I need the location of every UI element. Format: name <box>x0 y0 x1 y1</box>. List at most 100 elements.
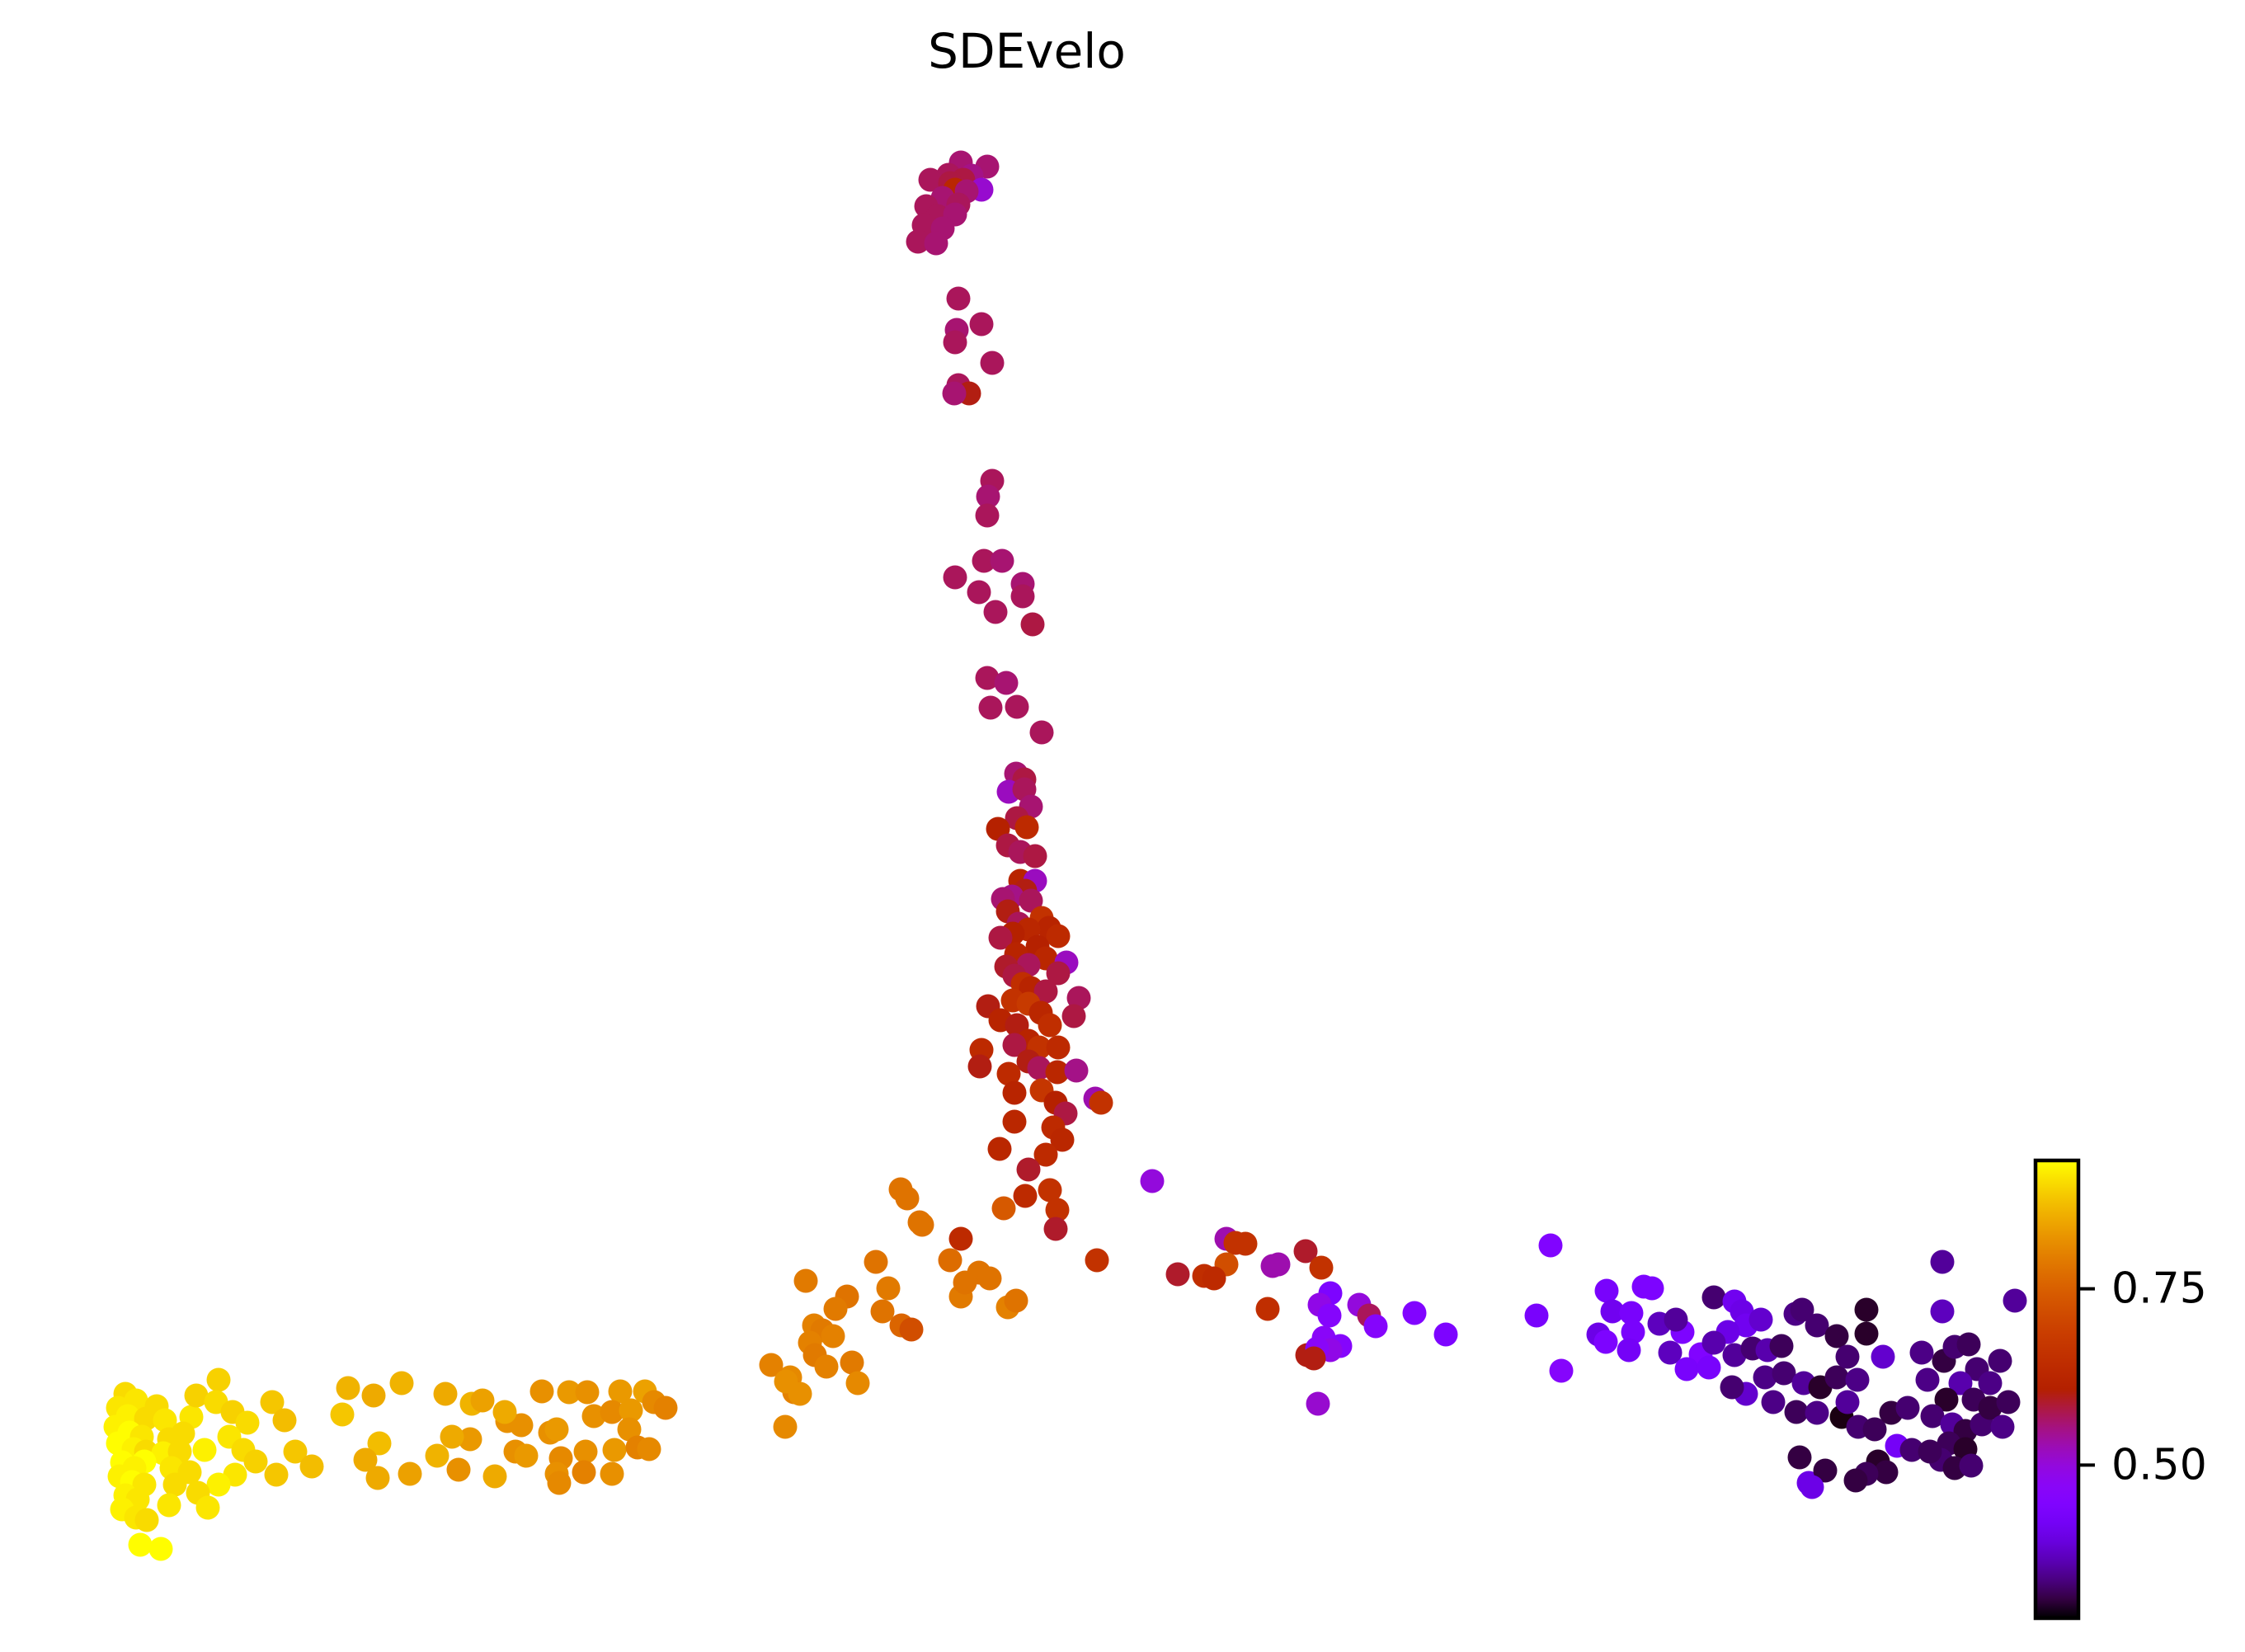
data-point <box>1621 1320 1645 1344</box>
data-point <box>1309 1255 1334 1280</box>
data-point <box>1293 1239 1318 1264</box>
scatter-points <box>103 150 2027 1561</box>
data-point <box>1895 1395 1920 1420</box>
data-point <box>1363 1314 1388 1339</box>
data-point <box>134 1406 158 1431</box>
data-point <box>1002 1109 1027 1134</box>
data-point <box>1701 1285 1726 1310</box>
data-point <box>977 1266 1002 1291</box>
data-point <box>1140 1169 1165 1193</box>
data-point <box>206 1367 231 1392</box>
data-point <box>969 312 994 337</box>
data-point <box>899 1317 924 1342</box>
data-point <box>1593 1330 1618 1354</box>
data-point <box>206 1472 231 1497</box>
data-point <box>988 925 1013 950</box>
data-point <box>1787 1445 1812 1470</box>
data-point <box>1845 1367 1870 1392</box>
data-point <box>1600 1299 1625 1324</box>
data-point <box>1930 1250 1955 1274</box>
data-point <box>184 1383 209 1408</box>
data-point <box>773 1414 798 1439</box>
data-point <box>440 1424 464 1449</box>
data-point <box>991 1196 1016 1221</box>
data-point <box>361 1383 386 1408</box>
data-point <box>1023 844 1047 868</box>
data-point <box>529 1379 554 1404</box>
data-point <box>1233 1231 1258 1256</box>
data-point <box>336 1376 360 1400</box>
chart-title: SDEvelo <box>928 23 1126 79</box>
data-point <box>1255 1297 1280 1321</box>
data-point <box>470 1388 495 1413</box>
data-point <box>192 1438 217 1462</box>
data-point <box>1433 1322 1458 1347</box>
colorbar-tick-label: 0.50 <box>2111 1440 2207 1490</box>
data-point <box>1761 1390 1786 1414</box>
data-point <box>1617 1338 1641 1363</box>
data-point <box>888 1177 913 1202</box>
data-point <box>1045 1198 1070 1222</box>
data-point <box>619 1398 643 1423</box>
data-point <box>157 1493 181 1518</box>
data-point <box>864 1250 888 1274</box>
data-point <box>1871 1344 1895 1369</box>
data-point <box>1930 1299 1955 1324</box>
data-point <box>1918 1439 1942 1464</box>
data-point <box>514 1443 539 1468</box>
data-point <box>1050 1127 1075 1152</box>
data-point <box>1002 1033 1027 1057</box>
data-point <box>1948 1371 1973 1395</box>
data-point <box>1813 1458 1838 1483</box>
data-point <box>1029 720 1054 745</box>
data-point <box>1013 1184 1038 1208</box>
data-point <box>446 1457 471 1482</box>
data-point <box>918 167 943 192</box>
data-point <box>177 1460 202 1485</box>
data-point <box>1934 1387 1959 1412</box>
data-point <box>367 1431 392 1456</box>
data-point <box>171 1421 195 1446</box>
data-point <box>1033 979 1058 1004</box>
data-point <box>492 1400 517 1424</box>
data-point <box>1915 1367 1940 1392</box>
data-point <box>1165 1262 1190 1287</box>
data-point <box>1046 961 1071 986</box>
data-point <box>547 1471 572 1495</box>
data-point <box>948 1226 973 1251</box>
data-point <box>653 1395 678 1420</box>
data-point <box>299 1454 324 1479</box>
data-point <box>1002 1080 1027 1105</box>
data-point <box>264 1462 289 1487</box>
data-point <box>1014 815 1039 840</box>
data-point <box>793 1268 818 1293</box>
data-point <box>1038 1013 1062 1038</box>
data-point <box>458 1427 482 1452</box>
data-point <box>1854 1297 1879 1322</box>
data-point <box>840 1350 864 1375</box>
data-point <box>983 600 1008 624</box>
data-point <box>953 1270 977 1295</box>
data-point <box>907 1210 932 1235</box>
data-point <box>942 381 967 406</box>
data-point <box>1753 1365 1777 1390</box>
data-point <box>967 1054 992 1079</box>
data-point <box>195 1495 220 1520</box>
colorbar: 0.75 0.50 <box>2033 1158 2207 1621</box>
data-point <box>1005 694 1029 719</box>
data-point <box>943 565 967 590</box>
data-point <box>1046 924 1071 948</box>
data-point <box>608 1379 633 1404</box>
data-point <box>978 695 1003 720</box>
data-point <box>1089 1090 1113 1115</box>
data-point <box>365 1466 390 1490</box>
data-point <box>1020 612 1045 637</box>
data-point <box>1061 1004 1086 1028</box>
data-point <box>425 1443 449 1468</box>
data-point <box>788 1381 812 1406</box>
data-point <box>2003 1288 2027 1313</box>
data-point <box>1658 1340 1683 1365</box>
data-point <box>1046 1035 1071 1060</box>
data-point <box>1402 1301 1427 1325</box>
data-point <box>600 1400 624 1424</box>
